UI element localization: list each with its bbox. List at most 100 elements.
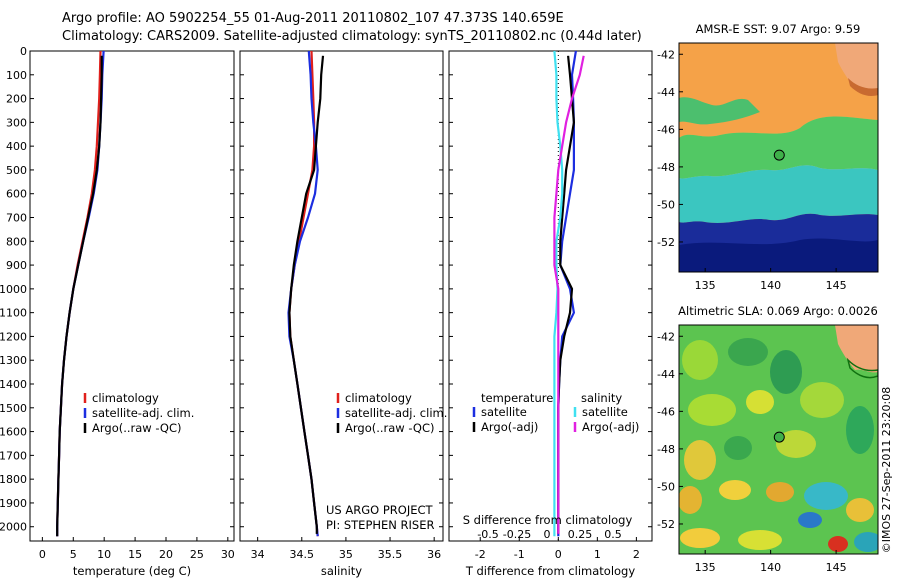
imos-timestamp: ©IMOS 27-Sep-2011 23:20:08 <box>880 387 893 553</box>
lat-tick-label: -44 <box>657 86 675 99</box>
sla-float-marker <box>773 431 785 443</box>
depth-tick-label: 900 <box>6 259 27 272</box>
legend-label: satellite <box>582 405 628 419</box>
profile-panel-2 <box>239 50 444 542</box>
lat-tick-label: -52 <box>657 236 675 249</box>
x-tick-label: 10 <box>97 548 111 561</box>
s-tick-label: -0.25 <box>503 528 531 541</box>
depth-tick-label: 1700 <box>0 449 27 462</box>
s-tick-label: 0.5 <box>604 528 622 541</box>
figure-title-line1: Argo profile: AO 5902254_55 01-Aug-2011 … <box>62 11 564 26</box>
depth-tick-label: 0 <box>20 45 27 58</box>
lon-tick-label: 140 <box>760 279 781 292</box>
depth-tick-label: 500 <box>6 164 27 177</box>
lat-tick-label: -46 <box>657 405 675 418</box>
lat-tick-label: -44 <box>657 368 675 381</box>
depth-tick-label: 2000 <box>0 521 27 534</box>
legend-label: satellite-adj. clim. <box>345 406 447 420</box>
x-tick-label: 25 <box>190 548 204 561</box>
lat-tick-label: -50 <box>657 198 675 211</box>
legend-label: Argo(..raw -QC) <box>345 421 435 435</box>
series-line-argo-raw-qc- <box>288 55 325 534</box>
depth-tick-label: 100 <box>6 69 27 82</box>
depth-tick-label: 1500 <box>0 402 27 415</box>
profile-panel-3 <box>448 50 653 542</box>
sla-map: Altimetric SLA: 0.069 Argo: 0.0026 <box>657 304 879 574</box>
series-line-satellite-adj-clim- <box>287 50 319 537</box>
legend-label: climatology <box>345 391 412 405</box>
depth-tick-label: 1600 <box>0 426 27 439</box>
depth-tick-label: 1100 <box>0 307 27 320</box>
x-tick-label: -2 <box>475 548 486 561</box>
depth-tick-label: 800 <box>6 235 27 248</box>
legend-label: satellite-adj. clim. <box>92 406 194 420</box>
x-tick-label: 30 <box>221 548 235 561</box>
legend-temperature-title: temperature <box>481 391 553 405</box>
profile-panel-1: 0 100 200 300 400 500 600 700 800 900 1000 1100 1200… <box>0 45 235 542</box>
depth-tick-label: 400 <box>6 140 27 153</box>
x-axis-label: salinity <box>321 564 362 578</box>
lon-tick-label: 145 <box>826 561 847 574</box>
x-tick-label: 0 <box>39 548 46 561</box>
series-line-argo-raw-qc- <box>56 55 103 537</box>
lat-tick-label: -52 <box>657 518 675 531</box>
legend-label: Argo(-adj) <box>481 420 538 434</box>
legend-label: climatology <box>92 391 159 405</box>
legend-label: satellite <box>481 405 527 419</box>
lat-tick-label: -50 <box>657 480 675 493</box>
panel-frame <box>239 50 444 542</box>
sst-map: AMSR-E SST: 9.07 Argo: 9.59 -42 -44 -46 -48… <box>657 22 879 292</box>
depth-tick-label: 300 <box>6 116 27 129</box>
depth-tick-label: 1200 <box>0 330 27 343</box>
sst-field <box>679 43 878 272</box>
x-tick-label: 35 <box>339 548 353 561</box>
x-tick-label: 1 <box>594 548 601 561</box>
x-tick-label: 15 <box>128 548 142 561</box>
x-tick-label: 2 <box>633 548 640 561</box>
series-line-climatology <box>56 50 102 537</box>
figure-title-line2: Climatology: CARS2009. Satellite-adjuste… <box>62 29 642 44</box>
series-line-argo-adj- <box>553 55 585 534</box>
depth-tick-label: 600 <box>6 188 27 201</box>
depth-tick-label: 1900 <box>0 497 27 510</box>
legend-label: Argo(..raw -QC) <box>92 421 182 435</box>
s-axis-label: S difference from climatology <box>463 513 633 527</box>
x-tick-label: 5 <box>70 548 77 561</box>
legend-salinity-title: salinity <box>581 391 622 405</box>
project-credit: US ARGO PROJECT <box>326 503 434 517</box>
legend-label: Argo(-adj) <box>582 420 639 434</box>
lat-tick-label: -48 <box>657 161 675 174</box>
depth-tick-label: 200 <box>6 93 27 106</box>
sst-map-title: AMSR-E SST: 9.07 Argo: 9.59 <box>696 22 861 36</box>
lat-tick-label: -42 <box>657 48 675 61</box>
lon-tick-label: 135 <box>695 279 716 292</box>
x-tick-label: 35.5 <box>378 548 403 561</box>
sla-map-title: Altimetric SLA: 0.069 Argo: 0.0026 <box>678 304 878 318</box>
x-tick-label: 34 <box>251 548 265 561</box>
x-tick-label: -1 <box>514 548 525 561</box>
panel-frame <box>29 50 235 542</box>
x-axis-label: temperature (deg C) <box>73 564 191 578</box>
x-tick-label: 0 <box>555 548 562 561</box>
depth-tick-label: 1300 <box>0 354 27 367</box>
s-tick-label: 0.25 <box>568 528 593 541</box>
series-line-satellite-adj-clim- <box>56 50 105 537</box>
lat-tick-label: -42 <box>657 330 675 343</box>
series-line-satellite <box>553 50 564 537</box>
depth-tick-label: 1400 <box>0 378 27 391</box>
lat-tick-label: -48 <box>657 443 675 456</box>
lon-tick-label: 135 <box>695 561 716 574</box>
lat-tick-label: -46 <box>657 123 675 136</box>
x-axis-label: T difference from climatology <box>465 564 636 578</box>
pi-credit: PI: STEPHEN RISER <box>326 518 435 532</box>
s-tick-label: -0.5 <box>477 528 498 541</box>
s-tick-label: 0 <box>544 528 551 541</box>
lon-tick-label: 140 <box>760 561 781 574</box>
depth-tick-label: 1000 <box>0 283 27 296</box>
depth-tick-label: 1800 <box>0 473 27 486</box>
x-tick-label: 36 <box>427 548 441 561</box>
x-tick-label: 20 <box>159 548 173 561</box>
depth-tick-label: 700 <box>6 212 27 225</box>
sst-float-marker <box>773 149 785 161</box>
